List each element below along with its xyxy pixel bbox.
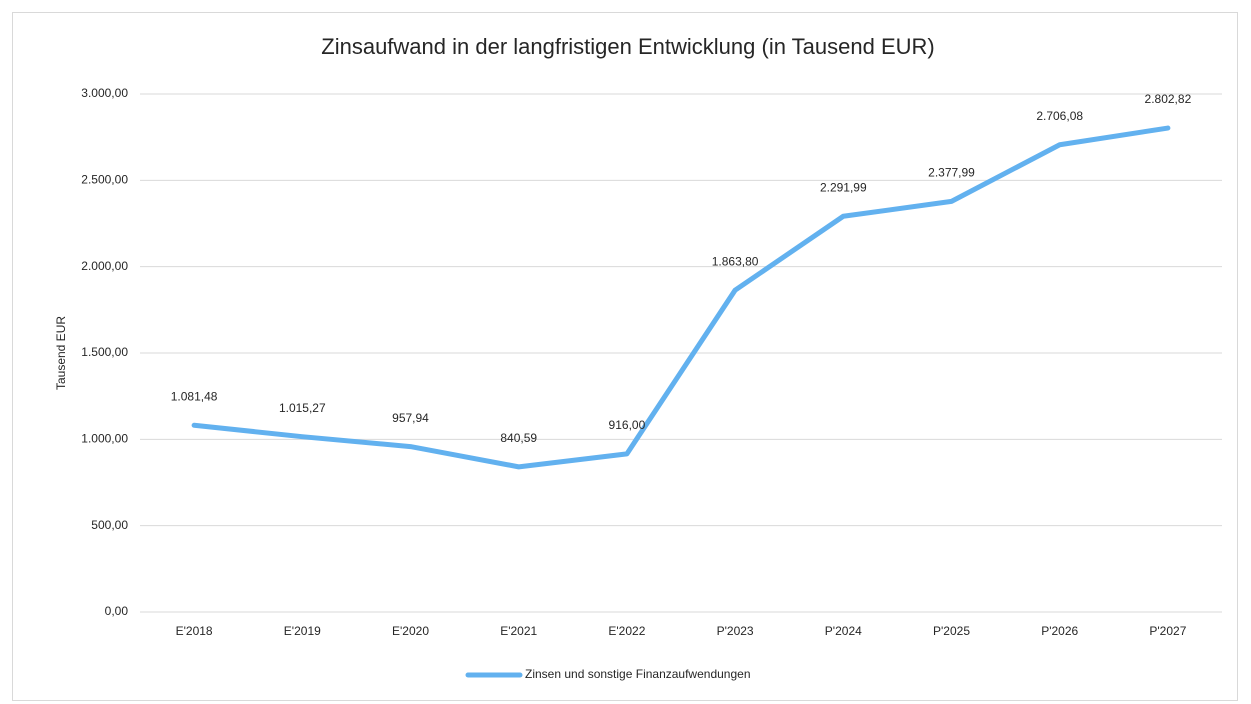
y-axis-label: Tausend EUR: [54, 316, 68, 390]
data-label: 1.015,27: [279, 401, 326, 415]
y-tick-label: 1.500,00: [81, 345, 128, 359]
data-label: 2.706,08: [1036, 109, 1083, 123]
x-tick-label: E'2022: [608, 624, 645, 638]
y-tick-label: 3.000,00: [81, 86, 128, 100]
data-label: 1.863,80: [712, 254, 759, 268]
x-tick-label: P'2027: [1149, 624, 1186, 638]
data-label: 957,94: [392, 411, 429, 425]
chart-title: Zinsaufwand in der langfristigen Entwick…: [321, 34, 934, 59]
y-tick-label: 2.500,00: [81, 173, 128, 187]
x-tick-label: E'2018: [176, 624, 213, 638]
y-tick-label: 2.000,00: [81, 259, 128, 273]
x-tick-label: P'2025: [933, 624, 970, 638]
x-tick-label: E'2021: [500, 624, 537, 638]
data-label: 2.802,82: [1145, 92, 1192, 106]
data-label: 1.081,48: [171, 389, 218, 403]
legend-label: Zinsen und sonstige Finanzaufwendungen: [525, 667, 751, 681]
data-label: 840,59: [500, 431, 537, 445]
y-tick-label: 0,00: [105, 604, 129, 618]
x-tick-label: P'2024: [825, 624, 862, 638]
data-label: 2.377,99: [928, 166, 975, 180]
line-series: [191, 125, 1171, 470]
x-tick-label: E'2020: [392, 624, 429, 638]
x-tick-label: P'2026: [1041, 624, 1078, 638]
x-tick-label: P'2023: [717, 624, 754, 638]
y-tick-label: 1.000,00: [81, 432, 128, 446]
chart-border: [12, 12, 1238, 701]
y-tick-label: 500,00: [91, 518, 128, 532]
x-tick-label: E'2019: [284, 624, 321, 638]
data-label: 916,00: [609, 418, 646, 432]
data-label: 2.291,99: [820, 180, 867, 194]
